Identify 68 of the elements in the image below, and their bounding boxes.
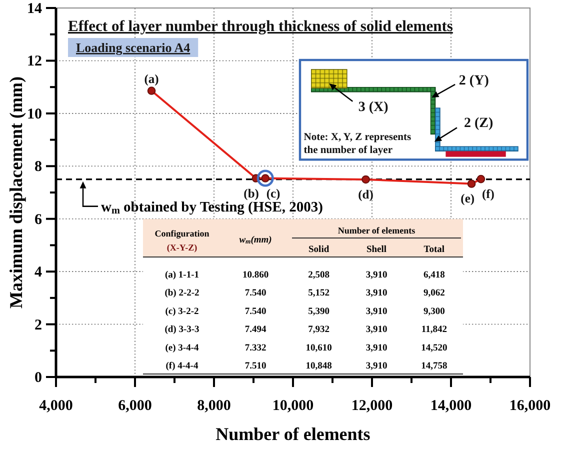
annotation: Configuration bbox=[154, 228, 210, 238]
y-tick-label: 8 bbox=[34, 159, 42, 176]
text: Loading scenario A4 bbox=[76, 40, 191, 55]
annotation: (f) bbox=[482, 187, 494, 202]
data-label: 7.494 bbox=[244, 325, 266, 336]
data-label: 3,910 bbox=[366, 362, 388, 372]
data-label: 3,910 bbox=[366, 306, 388, 317]
category-label: (d) 3-3-3 bbox=[164, 325, 200, 336]
x-tick-label: 6,000 bbox=[118, 398, 152, 414]
data-label: 7.540 bbox=[244, 306, 266, 317]
data-label: 10,610 bbox=[306, 343, 332, 354]
data-label: 5,390 bbox=[308, 306, 330, 317]
annotation: (b) bbox=[244, 186, 259, 200]
data-label: 3,910 bbox=[366, 325, 388, 336]
y-tick-label: 12 bbox=[27, 54, 42, 70]
category-label: (c) 3-2-2 bbox=[165, 306, 199, 317]
annotation: 2 (Y) bbox=[458, 74, 490, 89]
data-label: 14,520 bbox=[421, 343, 448, 354]
category-label: (e) 3-4-4 bbox=[165, 343, 199, 354]
data-label: 10,848 bbox=[306, 362, 332, 372]
data-label: 6,418 bbox=[423, 270, 446, 280]
y-axis-title: Maximum displacement (mm) bbox=[6, 76, 26, 308]
y-tick-label: 14 bbox=[27, 1, 42, 17]
data-label: 3,910 bbox=[366, 288, 388, 299]
x-tick-label: 16,000 bbox=[509, 398, 551, 414]
x-tick-label: 14,000 bbox=[430, 398, 472, 414]
category-label: (f) 4-4-4 bbox=[166, 362, 198, 372]
data-label: 2,508 bbox=[308, 270, 330, 280]
data-label: 3,910 bbox=[366, 270, 388, 280]
data-label: 9,300 bbox=[423, 306, 446, 317]
y-tick-label: 0 bbox=[34, 370, 42, 386]
data-label: 7.510 bbox=[244, 362, 266, 372]
category-label: (a) 1-1-1 bbox=[164, 270, 200, 280]
text: Shell bbox=[366, 245, 387, 255]
annotation: (d) bbox=[358, 187, 374, 202]
series-label: w$_{m}$(mm) bbox=[239, 236, 272, 246]
annotation: (X-Y-Z) bbox=[166, 242, 198, 252]
annotation: 3 (X) bbox=[358, 100, 389, 115]
ref-line-label: w$_{m}$ obtained by Testing (HSE, 2003) bbox=[101, 199, 324, 216]
y-tick-label: 2 bbox=[34, 317, 42, 334]
y-tick-label: 6 bbox=[34, 212, 42, 228]
annotation: (c) bbox=[266, 186, 280, 200]
data-label: 5,152 bbox=[308, 288, 330, 299]
y-tick-label: 4 bbox=[34, 264, 42, 281]
annotation: (a) bbox=[144, 72, 159, 86]
data-label: 7.332 bbox=[244, 343, 266, 354]
data-label: 9,062 bbox=[423, 288, 446, 299]
x-tick-label: 8,000 bbox=[197, 398, 231, 414]
text: Effect of layer number through thickness of solid elements bbox=[68, 18, 453, 35]
x-axis-title: Number of elements bbox=[216, 424, 370, 444]
annotation: Note: X, Y, Z represents the number of layer bbox=[304, 132, 412, 156]
text: Solid bbox=[308, 245, 330, 255]
data-label: 3,910 bbox=[366, 343, 388, 354]
data-label: 7.540 bbox=[244, 288, 266, 299]
x-tick-label: 12,000 bbox=[351, 398, 393, 414]
data-label: 10.860 bbox=[242, 270, 269, 280]
point bbox=[256, 170, 274, 187]
annotation: (e) bbox=[460, 192, 475, 206]
data-label: 7,932 bbox=[308, 325, 330, 336]
data-label: 14,758 bbox=[421, 362, 448, 372]
text: Total bbox=[424, 245, 445, 255]
annotation: Number of elements bbox=[338, 226, 416, 236]
data-label: 11,842 bbox=[421, 325, 448, 336]
annotation: 2 (Z) bbox=[464, 116, 494, 131]
y-tick-label: 10 bbox=[27, 106, 42, 122]
category-label: (b) 2-2-2 bbox=[164, 288, 200, 299]
x-tick-label: 10,000 bbox=[272, 398, 314, 414]
x-tick-label: 4,000 bbox=[39, 398, 73, 414]
